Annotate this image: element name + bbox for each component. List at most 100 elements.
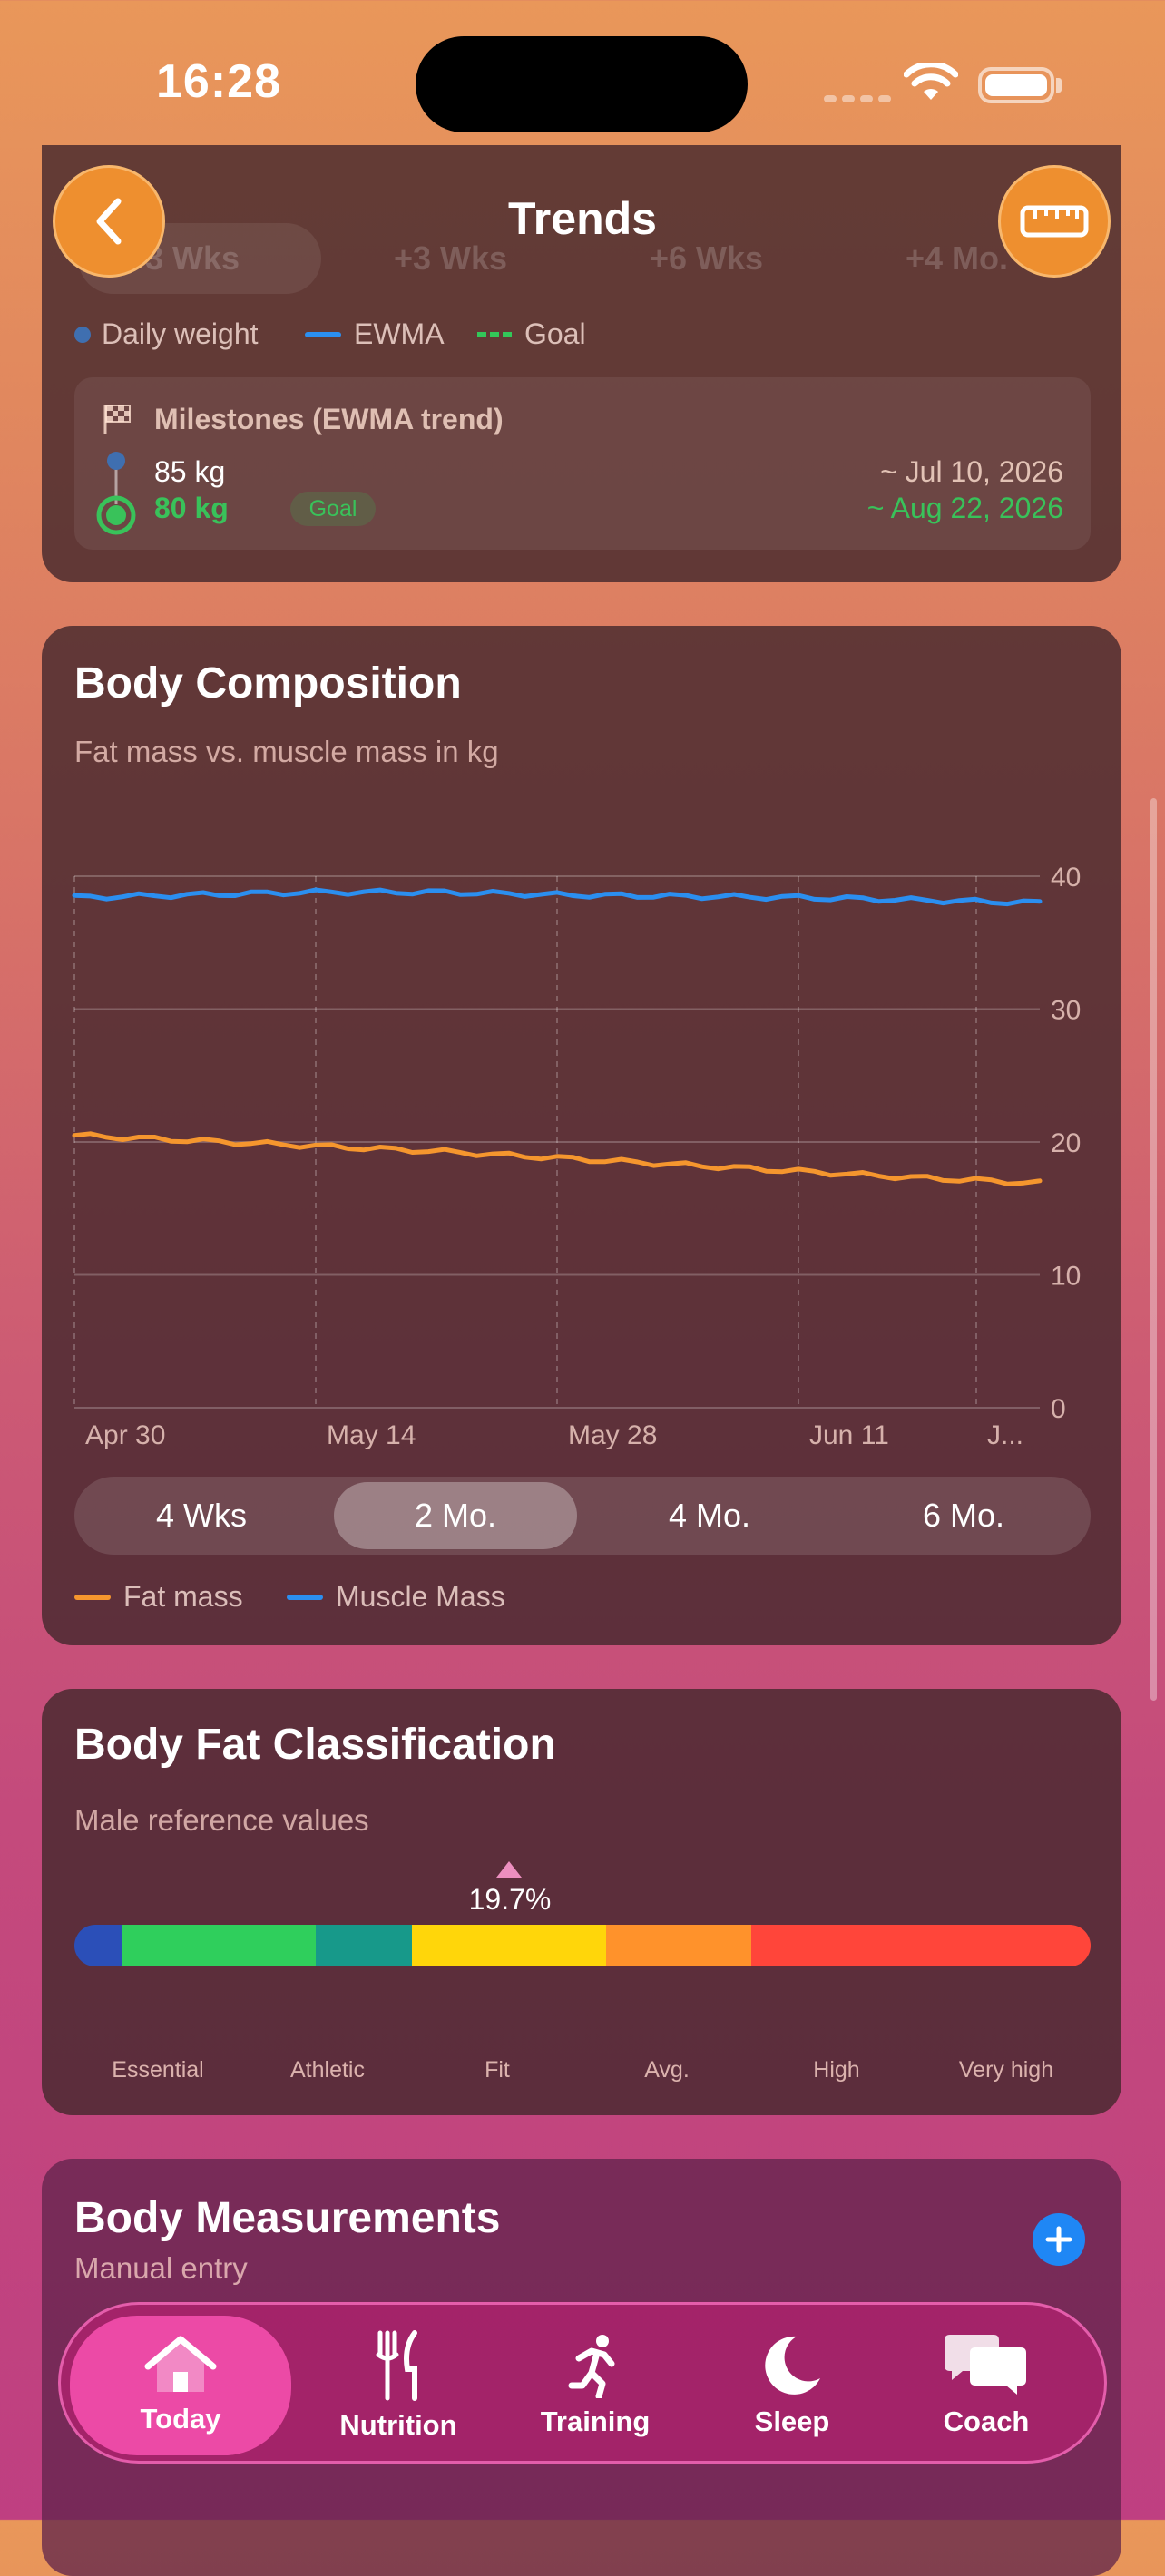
body-fat-marker-triangle [496,1861,522,1878]
tab-coach[interactable]: Coach [905,2305,1068,2466]
scale-segment-athletic-fit [316,1925,412,1966]
body-fat-subtitle: Male reference values [74,1803,369,1837]
body-measurements-title: Body Measurements [74,2194,501,2242]
y-tick-label: 40 [1051,863,1081,893]
scale-segment-high [751,1925,1091,1966]
legend-item-daily-weight: Daily weight [74,317,259,351]
tab-today[interactable]: Today [70,2316,291,2455]
scrollbar[interactable] [1150,798,1157,1701]
scale-segment-essential [74,1925,122,1966]
y-tick-label: 30 [1051,996,1081,1026]
y-tick-label: 10 [1051,1262,1081,1292]
tab-label: Today [140,2403,221,2435]
dynamic-island [416,36,748,132]
fat-mass-line [72,1131,1043,1186]
scale-segment-athletic [122,1925,316,1966]
moon-icon [765,2336,820,2395]
legend-label: Daily weight [102,317,259,350]
legend-item-ewma: EWMA [305,317,445,351]
goal-badge: Goal [290,492,376,526]
body-measurements-subtitle: Manual entry [74,2251,248,2285]
body-fat-title: Body Fat Classification [74,1721,556,1769]
milestone-date: ~ Jul 10, 2026 [880,455,1063,488]
body-fat-value: 19.7% [468,1883,552,1916]
legend-item-fat-mass: Fat mass [74,1580,243,1614]
scale-segment-average [606,1925,751,1966]
ghost-tab[interactable]: +4 Mo. [906,239,1009,277]
milestones-box [74,377,1091,550]
body-composition-chart: 0 10 20 30 40 Apr 30 May 14 May 28 Jun 11 J... [72,863,1081,1450]
composition-legend: Fat mass Muscle Mass [74,1580,1091,1616]
x-tick-label: May 28 [568,1420,657,1450]
body-fat-scale-bar [74,1925,1091,1966]
battery-tip [1056,78,1062,93]
range-6-mo[interactable]: 6 Mo. [922,1497,1005,1534]
ghost-tab[interactable]: +3 Wks [394,239,508,277]
range-segmented-control: 4 Wks 2 Mo. 4 Mo. 6 Mo. [74,1477,1091,1555]
body-fat-card [42,1689,1121,2115]
chat-bubbles-icon [945,2335,1026,2395]
body-composition-card [42,626,1121,1645]
cellular-signal-icon [824,91,896,107]
category-label: Avg. [644,2057,690,2083]
x-tick-label: J... [987,1420,1023,1450]
wifi-icon [904,63,958,100]
legend-label: Muscle Mass [336,1580,505,1613]
add-measurement-button[interactable] [1033,2213,1085,2266]
tab-bar: Today Nutrition Training Sleep Coach [58,2302,1107,2464]
ewma-line-icon [305,331,341,337]
fork-knife-icon [376,2330,417,2401]
milestone-timeline-icon [96,452,136,535]
tab-label: Sleep [754,2405,830,2437]
range-2-mo[interactable]: 2 Mo. [334,1482,577,1549]
x-tick-label: Jun 11 [809,1420,889,1450]
battery-icon [978,67,1054,103]
status-time: 16:28 [156,55,281,108]
house-icon [144,2336,217,2392]
milestone-value: 85 kg [154,455,226,488]
weight-legend: Daily weight EWMA Goal [74,317,1091,354]
range-4-wks[interactable]: 4 Wks [155,1497,247,1534]
measure-button[interactable] [998,165,1111,278]
legend-label: Fat mass [123,1580,243,1613]
body-composition-subtitle: Fat mass vs. muscle mass in kg [74,735,499,768]
muscle-mass-line-icon [287,1594,323,1600]
category-label: Fit [485,2057,510,2083]
muscle-mass-line [72,887,1043,907]
y-tick-label: 20 [1051,1128,1081,1158]
ghost-tab[interactable]: +6 Wks [650,239,764,277]
tab-training[interactable]: Training [500,2305,690,2466]
milestone-goal-date: ~ Aug 22, 2026 [866,492,1063,524]
weight-trend-card [42,145,1121,582]
running-figure-icon [568,2335,615,2398]
body-composition-title: Body Composition [74,659,462,707]
legend-item-muscle-mass: Muscle Mass [287,1580,505,1614]
category-label: Athletic [290,2057,365,2083]
tab-label: Nutrition [339,2409,457,2441]
legend-item-goal: Goal [477,317,586,351]
milestone-goal-value: 80 kg [154,492,229,524]
category-label: Very high [958,2057,1054,2083]
category-label: Essential [112,2057,204,2083]
ruler-icon [1020,205,1089,238]
milestones-title: Milestones (EWMA trend) [154,403,504,435]
status-bar: 16:28 [0,0,1165,163]
page-title: Trends [508,193,657,244]
tab-label: Training [540,2405,651,2437]
y-tick-label: 0 [1051,1394,1066,1424]
ghost-tab[interactable]: 3 Wks [145,239,240,277]
legend-label: Goal [524,317,586,350]
fat-mass-line-icon [74,1594,111,1600]
tab-nutrition[interactable]: Nutrition [311,2305,485,2466]
chevron-left-icon [96,198,122,245]
scale-segment-fit [412,1925,606,1966]
plus-icon [1045,2226,1072,2253]
tab-label: Coach [943,2405,1030,2437]
category-label: High [813,2057,860,2083]
legend-label: EWMA [354,317,445,350]
tab-sleep[interactable]: Sleep [710,2305,874,2466]
back-button[interactable] [53,165,165,278]
range-4-mo[interactable]: 4 Mo. [668,1497,751,1534]
x-tick-label: May 14 [327,1420,416,1450]
goal-dashed-line-icon [477,332,512,337]
